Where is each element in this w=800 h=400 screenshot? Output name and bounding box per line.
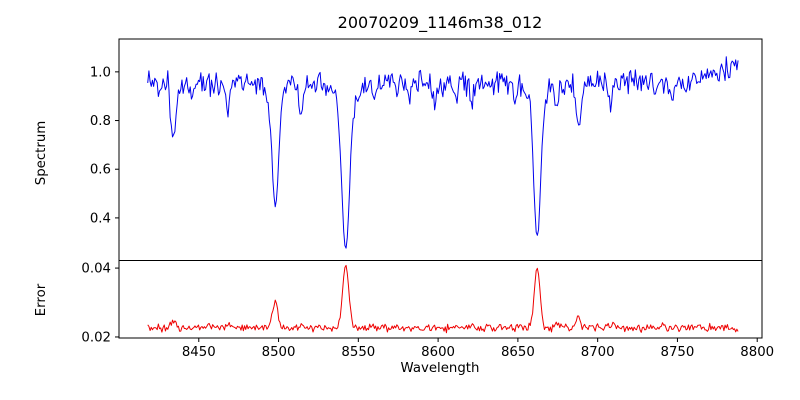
spectrum-panel-frame bbox=[118, 38, 763, 261]
y-tick-label: 0.02 bbox=[81, 330, 111, 345]
x-tick-label: 8700 bbox=[581, 345, 615, 360]
x-tick-label: 8800 bbox=[740, 345, 774, 360]
y-tick-label: 0.8 bbox=[90, 114, 111, 129]
x-tick-label: 8650 bbox=[501, 345, 535, 360]
y-tick-label: 1.0 bbox=[90, 65, 111, 80]
x-tick-label: 8500 bbox=[262, 345, 296, 360]
x-tick-label: 8750 bbox=[661, 345, 695, 360]
plot-title: 20070209_1146m38_012 bbox=[338, 13, 543, 33]
x-axis-label: Wavelength bbox=[401, 361, 480, 376]
spectrum-line bbox=[147, 56, 739, 249]
spectrum-axis-label: Spectrum bbox=[34, 121, 49, 185]
error-axis-label: Error bbox=[34, 283, 49, 316]
y-tick-label: 0.04 bbox=[81, 262, 111, 277]
x-tick-label: 8600 bbox=[421, 345, 455, 360]
y-tick-label: 0.6 bbox=[90, 163, 111, 178]
x-tick-label: 8450 bbox=[182, 345, 216, 360]
error-panel-frame bbox=[118, 260, 763, 339]
x-tick-label: 8550 bbox=[341, 345, 375, 360]
error-line bbox=[147, 264, 739, 334]
y-tick-label: 0.4 bbox=[90, 211, 111, 226]
